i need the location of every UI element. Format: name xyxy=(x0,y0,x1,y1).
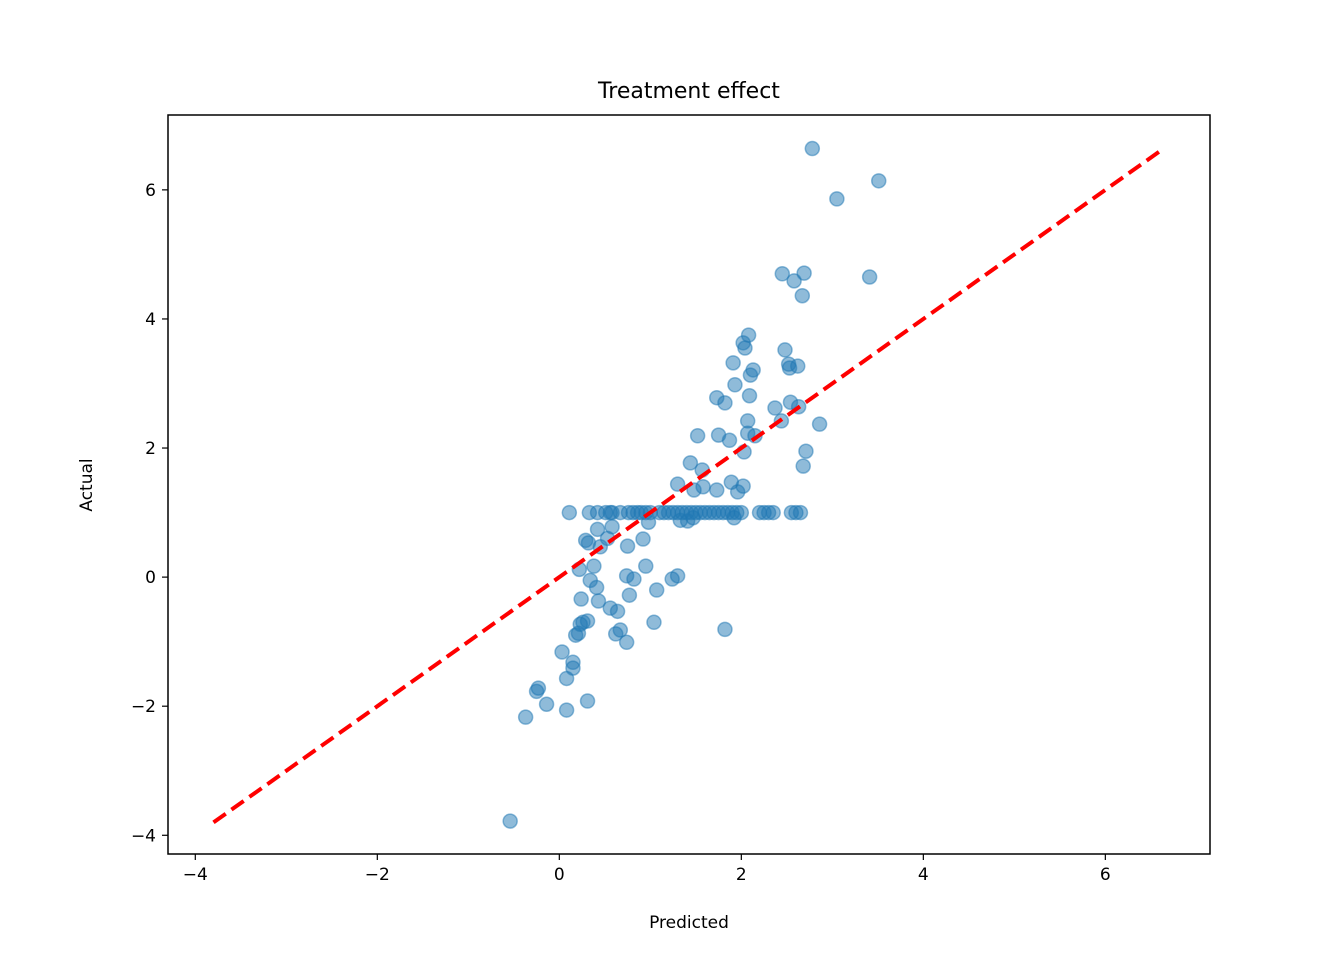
data-point xyxy=(689,428,706,444)
y-tick-label: −2 xyxy=(131,697,156,717)
data-point xyxy=(685,509,701,526)
data-point xyxy=(795,458,811,474)
data-point xyxy=(774,266,791,282)
data-point xyxy=(579,613,596,629)
data-point xyxy=(726,509,742,526)
data-point xyxy=(573,591,589,607)
data-point xyxy=(589,521,606,538)
data-point xyxy=(804,140,821,157)
data-point xyxy=(621,587,638,603)
data-point xyxy=(792,504,809,521)
data-point xyxy=(717,621,733,638)
data-point xyxy=(648,582,665,598)
data-point xyxy=(635,531,651,547)
data-point xyxy=(590,593,607,609)
data-point xyxy=(717,395,733,411)
data-point xyxy=(609,603,626,620)
data-point xyxy=(735,478,751,494)
data-point xyxy=(646,614,662,631)
data-point xyxy=(829,191,845,207)
data-point xyxy=(727,377,743,393)
data-point xyxy=(767,400,783,416)
x-tick-label: 6 xyxy=(1100,865,1111,885)
data-point xyxy=(554,644,570,660)
data-point xyxy=(565,660,581,676)
data-point xyxy=(721,432,738,449)
data-point xyxy=(695,479,711,495)
data-point xyxy=(626,571,642,587)
data-point xyxy=(682,455,699,471)
data-point xyxy=(538,696,555,713)
data-point xyxy=(796,265,812,281)
points-layer xyxy=(502,140,887,829)
data-point xyxy=(612,622,629,638)
chart-title: Treatment effect xyxy=(597,79,780,104)
data-point xyxy=(619,538,636,554)
data-point xyxy=(870,173,887,189)
data-point xyxy=(502,813,518,829)
data-point xyxy=(558,702,575,718)
data-point xyxy=(745,362,761,378)
data-point xyxy=(586,558,602,574)
data-point xyxy=(798,443,814,460)
data-point xyxy=(811,416,828,432)
y-tick-label: −4 xyxy=(131,826,156,846)
data-point xyxy=(861,269,878,285)
data-point xyxy=(604,519,620,535)
data-point xyxy=(786,273,802,289)
data-point xyxy=(588,579,605,596)
data-point xyxy=(561,504,578,521)
data-point xyxy=(790,358,806,374)
data-point xyxy=(618,634,635,651)
reference-line xyxy=(212,148,1163,825)
y-tick-label: 0 xyxy=(145,568,156,588)
data-point xyxy=(579,693,596,709)
x-tick-label: 2 xyxy=(736,865,747,885)
data-point xyxy=(669,476,686,492)
data-point xyxy=(530,680,547,696)
y-tick-label: 4 xyxy=(145,310,156,330)
x-tick-label: 4 xyxy=(918,865,929,885)
x-tick-label: 0 xyxy=(554,865,565,885)
x-tick-label: −2 xyxy=(365,865,390,885)
data-point xyxy=(765,504,781,521)
x-axis-label: Predicted xyxy=(649,913,729,933)
data-point xyxy=(638,558,654,574)
data-point xyxy=(794,287,811,304)
y-axis: −4 −2 0 2 4 6 xyxy=(131,181,168,846)
x-axis: −4 −2 0 2 4 6 xyxy=(183,854,1111,885)
data-point xyxy=(741,388,758,404)
data-point xyxy=(709,482,725,498)
y-axis-label: Actual xyxy=(77,458,97,511)
data-point xyxy=(740,327,757,343)
data-point xyxy=(777,342,793,358)
data-point xyxy=(737,340,753,356)
plot-frame xyxy=(167,114,1211,855)
y-tick-label: 2 xyxy=(145,439,156,459)
data-point xyxy=(517,709,534,725)
y-tick-label: 6 xyxy=(145,181,156,201)
data-point xyxy=(669,568,686,584)
data-point xyxy=(725,355,741,371)
x-tick-label: −4 xyxy=(183,865,208,885)
